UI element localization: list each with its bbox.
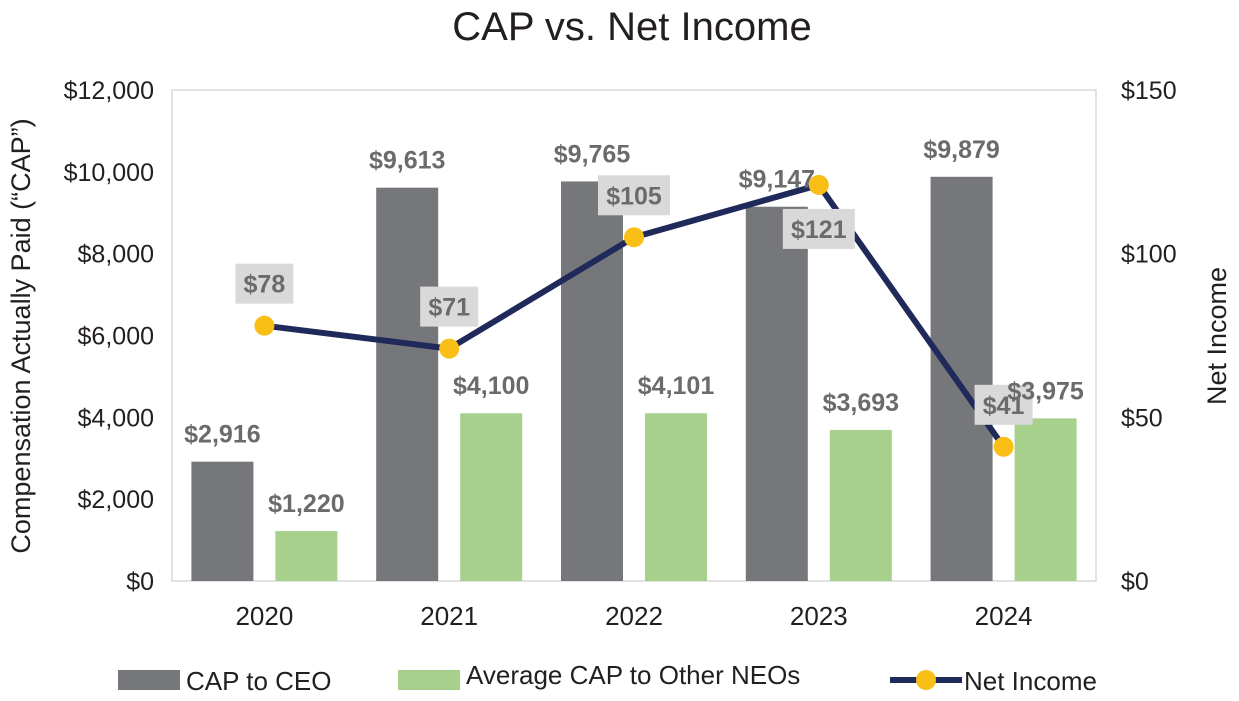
legend-net-income-label: Net Income [964, 666, 1097, 696]
net-income-marker [808, 174, 829, 195]
ceo-cap-bar [191, 461, 254, 581]
left-axis-tick-label: $10,000 [64, 159, 154, 187]
right-axis-tick-label: $100 [1121, 241, 1177, 269]
net-income-data-label: $41 [983, 392, 1025, 420]
neo-cap-data-label: $3,693 [823, 389, 899, 417]
net-income-marker [439, 338, 460, 359]
ceo-cap-bar [930, 176, 993, 582]
x-axis-tick-label: 2022 [605, 601, 663, 631]
x-axis-tick-label: 2023 [790, 601, 848, 631]
left-axis-tick-label: $12,000 [64, 77, 154, 105]
neo-cap-bar [1014, 418, 1077, 581]
x-axis-tick-label: 2020 [235, 601, 293, 631]
net-income-label-box [420, 286, 479, 327]
neo-cap-bar [460, 413, 523, 581]
left-axis-tick-label: $2,000 [78, 486, 154, 514]
plot-area-frame [171, 89, 1097, 582]
neo-cap-data-label: $4,100 [453, 372, 529, 400]
neo-cap-bar [275, 531, 338, 581]
legend-neo-label: Average CAP to Other NEOs [466, 660, 800, 690]
legend-ceo-swatch [118, 670, 180, 690]
right-axis-ticks: $0 $50 $100 $150 [1121, 77, 1177, 596]
right-axis-label: Net Income [1202, 267, 1232, 405]
neo-cap-bar [829, 429, 892, 581]
left-axis-tick-label: $4,000 [78, 404, 154, 432]
left-axis-tick-label: $0 [126, 568, 154, 596]
net-income-line-series: $78 $71 $105 $121 $41 [235, 174, 1033, 457]
right-axis-tick-label: $50 [1121, 404, 1163, 432]
legend-line-marker [916, 670, 936, 690]
legend-neo-swatch [398, 670, 460, 690]
bar-data-labels: $2,916 $9,613 $9,765 $9,147 $9,879 $1,220 $4,1… [184, 136, 1084, 518]
net-income-marker [254, 315, 275, 336]
ceo-cap-data-label: $9,765 [554, 140, 631, 168]
neo-cap-data-label: $1,220 [268, 490, 344, 518]
net-income-data-label: $121 [791, 216, 847, 244]
left-axis-label: Compensation Actually Paid (“CAP”) [6, 118, 36, 553]
net-income-label-box [974, 384, 1033, 425]
neo-cap-data-label: $4,101 [638, 372, 715, 400]
net-income-data-label: $71 [428, 294, 470, 322]
ceo-cap-bar [561, 181, 623, 582]
right-axis-tick-label: $150 [1121, 77, 1177, 105]
x-axis-ticks: 2020 2021 2022 2023 2024 [235, 601, 1032, 631]
chart-title: CAP vs. Net Income [452, 5, 811, 49]
net-income-data-label: $78 [244, 271, 286, 299]
ceo-cap-data-label: $9,613 [369, 147, 445, 175]
net-income-label-box [598, 175, 670, 216]
net-income-marker [624, 227, 644, 248]
ceo-cap-data-label: $9,147 [739, 166, 815, 194]
ceo-cap-data-label: $2,916 [184, 421, 260, 449]
right-axis-tick-label: $0 [1121, 568, 1149, 596]
ceo-cap-bar [376, 187, 439, 581]
neo-cap-bar [645, 413, 707, 581]
net-income-label-box [235, 263, 294, 304]
ceo-cap-data-label: $9,879 [923, 136, 999, 164]
x-axis-tick-label: 2024 [975, 601, 1033, 631]
x-axis-tick-label: 2021 [420, 601, 478, 631]
legend-ceo-label: CAP to CEO [186, 666, 331, 696]
left-axis-tick-label: $8,000 [78, 241, 154, 269]
net-income-data-label: $105 [606, 182, 662, 210]
net-income-label-box [782, 208, 855, 249]
left-axis-tick-label: $6,000 [78, 323, 154, 351]
chart-legend: CAP to CEO Average CAP to Other NEOs Net I… [118, 660, 1097, 696]
neo-cap-data-label: $3,975 [1007, 377, 1084, 405]
ceo-cap-bar [745, 206, 808, 582]
net-income-marker [993, 436, 1014, 457]
left-axis-ticks: $0 $2,000 $4,000 $6,000 $8,000 $10,000 $12,000 [64, 77, 154, 596]
bar-series [191, 176, 1077, 582]
